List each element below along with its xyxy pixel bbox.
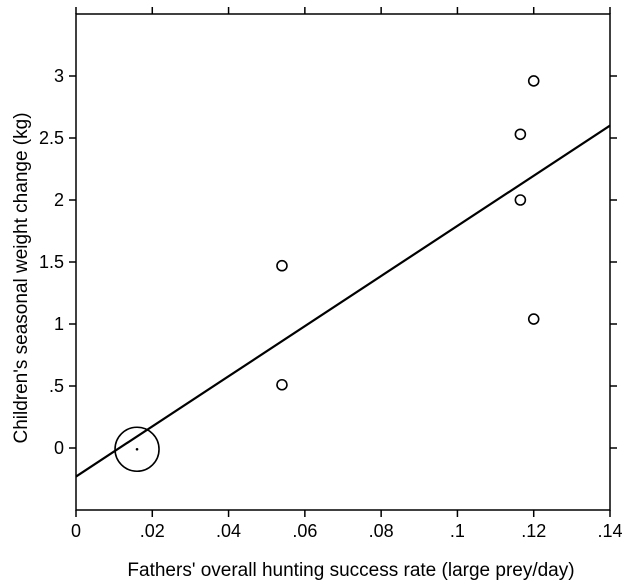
y-tick-label: 3 (54, 66, 64, 86)
y-tick-label: 1 (54, 314, 64, 334)
data-point-center (135, 447, 139, 451)
x-tick-label: .08 (369, 521, 394, 541)
data-point (276, 259, 288, 272)
x-tick-label: 0 (71, 521, 81, 541)
y-axis-title: Children's seasonal weight change (kg) (11, 112, 32, 443)
data-point (514, 128, 527, 141)
x-axis-title: Fathers' overall hunting success rate (l… (127, 560, 574, 581)
y-tick-label: 2.5 (39, 128, 64, 148)
data-points (114, 75, 540, 473)
y-axis-ticks (69, 75, 617, 449)
y-axis-tick-labels: 0 .5 1 1.5 2 2.5 3 (39, 66, 64, 458)
y-tick-label: 1.5 (39, 252, 64, 272)
x-axis-ticks (75, 7, 611, 517)
data-point (527, 75, 540, 87)
y-tick-label: .5 (49, 376, 64, 396)
x-tick-label: .02 (140, 521, 165, 541)
y-tick-label: 2 (54, 190, 64, 210)
x-tick-label: .12 (521, 521, 546, 541)
regression-line (75, 124, 611, 478)
plot-frame (75, 13, 611, 511)
x-tick-label: .1 (450, 521, 465, 541)
x-tick-label: .04 (216, 521, 241, 541)
y-tick-label: 0 (54, 438, 64, 458)
x-tick-label: .14 (597, 521, 622, 541)
data-point (527, 313, 540, 325)
data-point-weighted (114, 426, 160, 473)
data-point (276, 378, 288, 391)
x-axis-tick-labels: 0 .02 .04 .06 .08 .1 .12 .14 (71, 521, 623, 541)
data-point (514, 194, 527, 206)
x-tick-label: .06 (292, 521, 317, 541)
